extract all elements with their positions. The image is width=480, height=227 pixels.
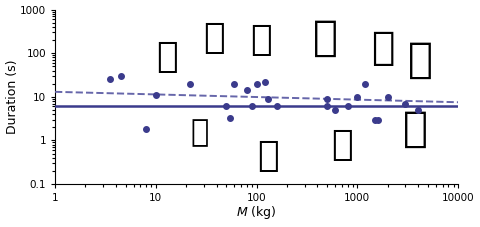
Text: 🐕: 🐕	[190, 118, 208, 147]
Point	[371, 118, 379, 121]
Text: 🐘: 🐘	[403, 108, 428, 150]
Point	[230, 82, 238, 86]
Point	[344, 105, 351, 108]
Point	[227, 116, 234, 120]
Point	[142, 127, 150, 131]
Point	[222, 105, 230, 108]
Text: 🐻: 🐻	[313, 17, 338, 59]
Point	[248, 105, 256, 108]
Point	[374, 118, 382, 121]
Text: 🦏: 🦏	[372, 29, 395, 67]
Point	[361, 82, 369, 86]
Point	[117, 74, 125, 78]
Point	[414, 108, 422, 112]
Point	[323, 105, 331, 108]
Text: 🦍: 🦍	[257, 138, 279, 173]
Text: 🦛: 🦛	[331, 128, 353, 162]
Point	[261, 80, 268, 84]
Text: 🐘: 🐘	[408, 39, 432, 81]
Text: 🦁: 🦁	[250, 23, 272, 57]
Point	[402, 102, 409, 105]
X-axis label: $M$ (kg): $M$ (kg)	[236, 205, 277, 222]
Text: 🐈: 🐈	[156, 40, 178, 74]
Point	[273, 105, 281, 108]
Point	[106, 78, 114, 81]
Text: 🐕: 🐕	[204, 21, 225, 55]
Point	[331, 108, 339, 112]
Point	[152, 93, 160, 97]
Point	[323, 97, 331, 101]
Point	[187, 82, 194, 86]
Y-axis label: Duration (s): Duration (s)	[6, 59, 19, 134]
Point	[264, 97, 272, 101]
Point	[354, 95, 361, 99]
Point	[243, 89, 251, 92]
Point	[384, 95, 392, 99]
Point	[253, 82, 261, 86]
